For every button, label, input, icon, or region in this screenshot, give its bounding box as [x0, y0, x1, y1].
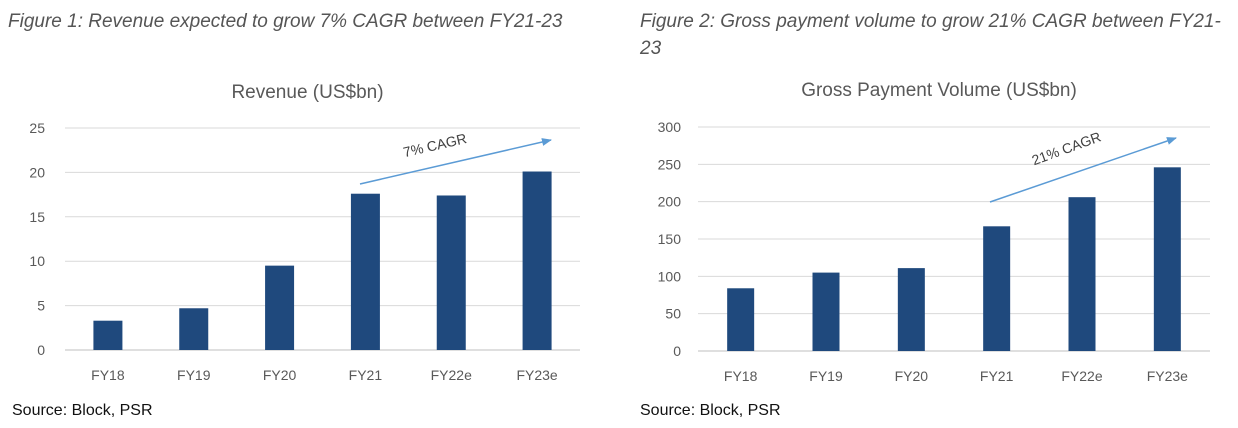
x-tick-label: FY20 [263, 367, 297, 383]
bar-fy23e [522, 171, 552, 350]
revenue-bar-chart: Revenue (US$bn) 0 5 10 15 20 25 FY18 FY19 FY20 FY2… [29, 82, 580, 383]
figure-2-panel: Figure 2: Gross payment volume to grow 2… [628, 0, 1238, 428]
x-tick-label: FY20 [895, 368, 929, 384]
figure-2-caption: Figure 2: Gross payment volume to grow 2… [640, 11, 1221, 59]
y-tick-label: 0 [37, 342, 45, 358]
y-tick-label: 150 [658, 231, 682, 247]
x-tick-label: FY21 [349, 367, 383, 383]
cagr-arrow [359, 138, 552, 185]
bar-fy18 [93, 320, 123, 350]
bar-fy22e [436, 195, 466, 350]
figure-1-source: Source: Block, PSR [12, 402, 153, 419]
bar-fy18 [727, 288, 755, 351]
x-tick-label: FY23e [516, 367, 557, 383]
chart-title: Revenue (US$bn) [231, 82, 383, 103]
bar-fy19 [179, 308, 209, 350]
x-tick-label: FY19 [177, 367, 211, 383]
cagr-annotation: 21% CAGR [1030, 128, 1103, 168]
y-tick-label: 50 [665, 306, 681, 322]
x-tick-label: FY21 [980, 368, 1014, 384]
gpv-bar-chart: Gross Payment Volume (US$bn) 0 50 100 150 200… [658, 80, 1210, 384]
y-tick-label: 200 [658, 194, 682, 210]
y-tick-label: 0 [673, 343, 681, 359]
x-tick-label: FY18 [724, 368, 758, 384]
y-tick-label: 250 [658, 156, 682, 172]
figure-2-source: Source: Block, PSR [640, 402, 781, 419]
bar-fy22e [1068, 197, 1096, 351]
bar-fy21 [350, 193, 380, 350]
y-tick-label: 5 [37, 298, 45, 314]
bar-fy20 [897, 268, 925, 351]
chart-title: Gross Payment Volume (US$bn) [801, 80, 1077, 101]
figure-1-caption: Figure 1: Revenue expected to grow 7% CA… [8, 11, 563, 32]
cagr-annotation: 7% CAGR [402, 130, 469, 160]
bar-fy23e [1153, 167, 1181, 351]
x-tick-label: FY18 [91, 367, 125, 383]
bar-fy20 [265, 265, 295, 350]
y-tick-label: 20 [29, 164, 45, 180]
bar-fy19 [812, 272, 840, 351]
x-tick-label: FY22e [431, 367, 472, 383]
x-tick-label: FY19 [809, 368, 843, 384]
y-tick-label: 25 [29, 120, 45, 136]
y-tick-label: 15 [29, 209, 45, 225]
figure-1-panel: Figure 1: Revenue expected to grow 7% CA… [0, 0, 610, 428]
x-tick-label: FY23e [1147, 368, 1188, 384]
cagr-arrow [989, 137, 1177, 203]
x-tick-label: FY22e [1061, 368, 1102, 384]
y-tick-label: 100 [658, 268, 682, 284]
y-tick-label: 10 [29, 253, 45, 269]
y-tick-label: 300 [658, 119, 682, 135]
bar-fy21 [983, 226, 1011, 351]
